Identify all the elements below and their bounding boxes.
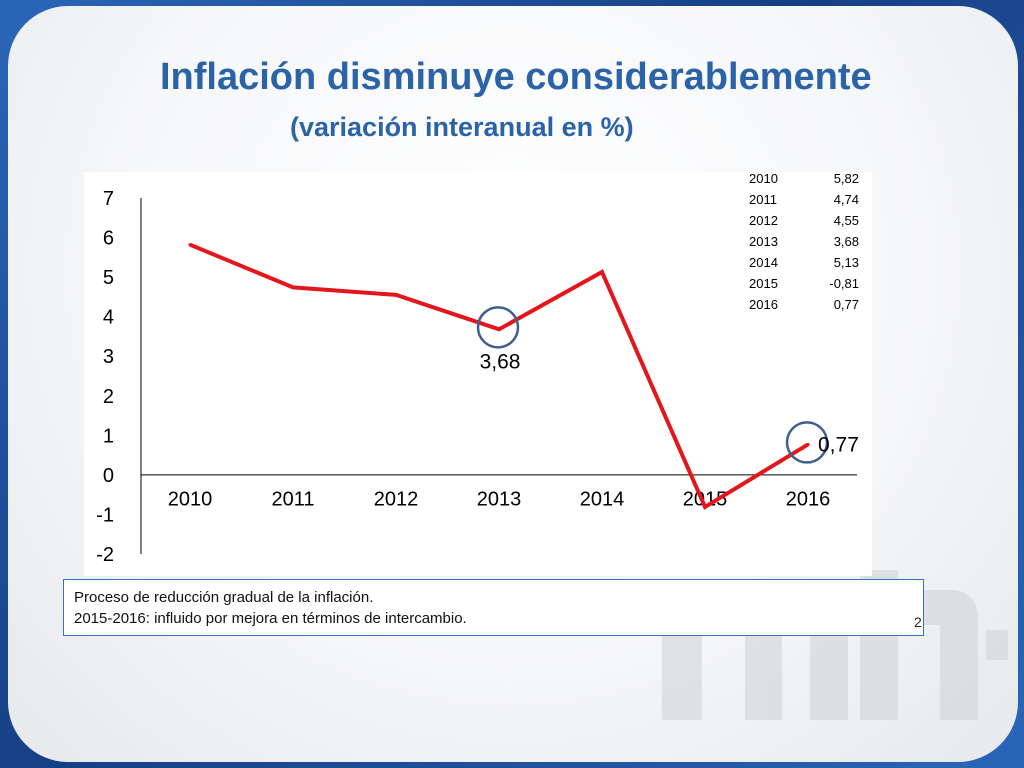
table-year: 2016 xyxy=(749,297,778,312)
series-line xyxy=(189,242,810,510)
slide-subtitle: (variación interanual en %) xyxy=(290,112,634,142)
x-tick-label: 2013 xyxy=(477,489,522,511)
data-point xyxy=(600,270,604,274)
table-year: 2012 xyxy=(749,213,778,228)
table-value: 3,68 xyxy=(834,234,859,249)
x-tick-label: 2011 xyxy=(271,489,314,511)
table-year: 2015 xyxy=(749,276,778,291)
y-tick-label: 3 xyxy=(103,346,114,368)
x-tick-label: 2014 xyxy=(580,489,625,511)
y-tick-label: 4 xyxy=(103,307,114,329)
table-value: 4,55 xyxy=(834,213,859,228)
page-number: 2 xyxy=(914,614,922,630)
table-value: 4,74 xyxy=(834,192,859,207)
y-tick-label: 5 xyxy=(103,267,114,289)
data-point xyxy=(291,285,295,289)
y-tick-label: -1 xyxy=(96,504,114,526)
y-tick-label: 0 xyxy=(103,465,114,487)
y-tick-label: 7 xyxy=(103,188,114,210)
highlight-circle xyxy=(476,306,520,349)
note-box: Proceso de reducción gradual de la infla… xyxy=(63,579,924,636)
chart-area: 7 6 5 4 3 2 1 0 -1 -2 2010 2011 2012 2013 2014 2015 2016… xyxy=(84,171,872,576)
table-value: 5,82 xyxy=(834,172,859,186)
table-year: 2014 xyxy=(749,255,778,270)
y-tick-label: 1 xyxy=(103,425,114,447)
note-line-1: Proceso de reducción gradual de la infla… xyxy=(74,589,374,606)
data-point xyxy=(394,293,398,297)
table-value: -0,81 xyxy=(829,276,859,291)
x-tick-label: 2010 xyxy=(168,489,213,511)
y-tick-label: 6 xyxy=(103,228,114,250)
table-value: 0,77 xyxy=(834,297,859,312)
y-tick-label: 2 xyxy=(103,386,114,408)
data-label: 0,77 xyxy=(818,433,859,456)
data-label: 3,68 xyxy=(480,350,521,373)
data-point xyxy=(497,327,501,331)
table-year: 2011 xyxy=(749,192,777,207)
table-year: 2013 xyxy=(749,234,778,249)
x-tick-label: 2012 xyxy=(374,489,419,511)
data-point xyxy=(703,505,707,509)
data-point xyxy=(188,243,192,247)
x-tick-label: 2015 xyxy=(683,489,728,511)
highlight-circle xyxy=(785,421,829,464)
slide-title: Inflación disminuye considerablemente xyxy=(160,56,872,98)
note-line-2: 2015-2016: influido por mejora en términ… xyxy=(74,610,467,627)
table-value: 5,13 xyxy=(834,255,859,270)
y-tick-label: -2 xyxy=(96,544,114,566)
x-tick-label: 2016 xyxy=(786,489,831,511)
table-year: 2010 xyxy=(749,172,778,186)
data-point xyxy=(806,442,810,446)
inflation-line-chart: 7 6 5 4 3 2 1 0 -1 -2 2010 2011 2012 2013 2014 2015 2016… xyxy=(96,171,859,566)
